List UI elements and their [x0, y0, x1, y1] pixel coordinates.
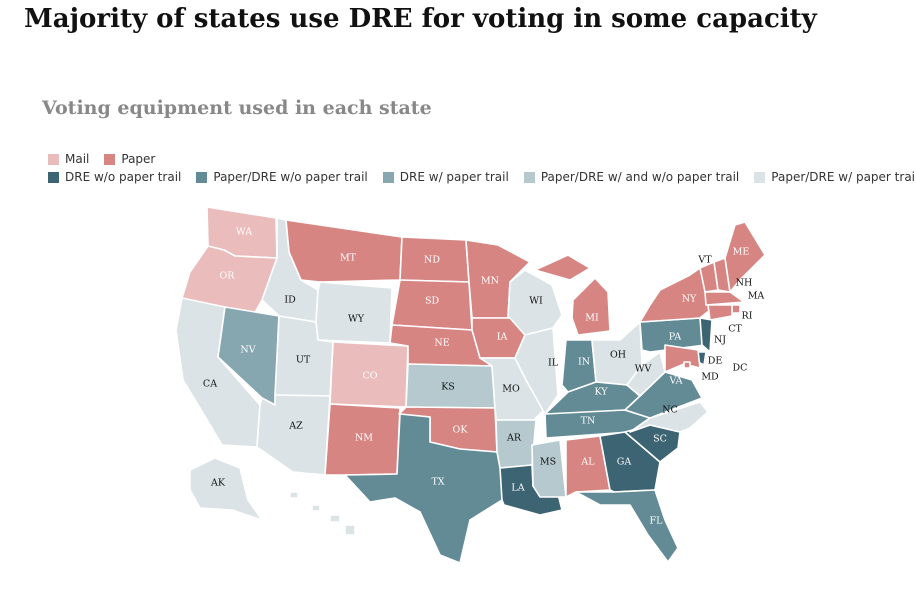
state-label-wv: WV — [635, 364, 652, 375]
state-label-ky: KY — [594, 387, 608, 398]
state-dc[interactable] — [683, 361, 691, 369]
state-label-ar: AR — [506, 433, 522, 444]
legend-label: Paper/DRE w/ and w/o paper trail — [540, 170, 740, 184]
state-label-or: OR — [220, 271, 236, 282]
state-label-ca: CA — [203, 379, 217, 390]
legend-item-pdre_wo: Paper/DRE w/o paper trail — [196, 170, 368, 184]
state-label-ut: UT — [296, 355, 311, 366]
state-label-sd: SD — [425, 296, 440, 307]
legend-row: Mail Paper — [48, 150, 916, 168]
legend: Mail Paper DRE w/o paper trail Paper/DRE w/… — [48, 150, 916, 186]
state-label-ga: GA — [617, 457, 632, 468]
state-label-tx: TX — [431, 477, 444, 488]
state-fl[interactable] — [575, 489, 679, 563]
state-label-ok: OK — [453, 425, 469, 436]
chart-subtitle: Voting equipment used in each state — [42, 97, 432, 119]
state-label-ny: NY — [682, 294, 697, 305]
state-al[interactable] — [565, 435, 611, 498]
legend-swatch — [104, 153, 116, 165]
state-label-ms: MS — [540, 457, 556, 468]
legend-item-pdre_wwo: Paper/DRE w/ and w/o paper trail — [523, 170, 740, 184]
state-label-dc: DC — [733, 363, 748, 374]
state-label-de: DE — [708, 356, 723, 367]
state-label-pa: PA — [669, 332, 682, 343]
state-nj[interactable] — [699, 317, 713, 353]
legend-label: DRE w/o paper trail — [65, 170, 182, 184]
state-label-mn: MN — [481, 276, 499, 287]
state-label-in: IN — [578, 357, 590, 368]
state-label-id: ID — [284, 295, 296, 306]
state-ar[interactable] — [495, 419, 537, 469]
state-wy[interactable] — [315, 281, 393, 344]
state-az[interactable] — [256, 394, 331, 476]
state-label-nv: NV — [240, 345, 255, 356]
state-label-wi: WI — [529, 296, 543, 307]
state-ma[interactable] — [704, 291, 745, 306]
state-hi[interactable] — [289, 491, 356, 536]
state-label-la: LA — [511, 483, 524, 494]
legend-label: DRE w/ paper trail — [399, 170, 509, 184]
state-wv[interactable] — [626, 351, 666, 397]
legend-swatch — [754, 171, 766, 183]
state-md[interactable] — [664, 344, 701, 373]
state-label-nm: NM — [355, 433, 373, 444]
legend-swatch — [196, 171, 208, 183]
state-label-mt: MT — [340, 253, 357, 264]
state-label-ne: NE — [434, 338, 449, 349]
state-tx[interactable] — [344, 413, 505, 564]
state-label-sc: SC — [653, 434, 667, 445]
state-label-va: VA — [668, 376, 682, 387]
state-label-ct: CT — [728, 324, 742, 335]
state-label-co: CO — [362, 371, 377, 382]
legend-swatch — [523, 171, 535, 183]
states-layer — [175, 206, 766, 564]
state-label-nc: NC — [662, 405, 678, 416]
state-mi[interactable] — [534, 254, 611, 336]
legend-swatch — [48, 153, 59, 165]
legend-label: Paper/DRE w/ paper trail — [771, 170, 916, 184]
state-label-me: ME — [733, 247, 750, 258]
state-label-mi: MI — [585, 313, 599, 324]
state-label-ia: IA — [497, 332, 508, 343]
state-label-wa: WA — [236, 227, 252, 238]
state-label-md: MD — [701, 372, 719, 383]
legend-label: Mail — [65, 152, 90, 166]
legend-item-dre_wo: DRE w/o paper trail — [48, 170, 181, 184]
legend-swatch — [382, 171, 394, 183]
legend-swatch — [48, 171, 59, 183]
state-label-az: AZ — [288, 421, 303, 432]
legend-row: DRE w/o paper trail Paper/DRE w/o paper t… — [48, 168, 916, 186]
state-label-nd: ND — [424, 255, 440, 266]
state-label-vt: VT — [697, 255, 712, 266]
legend-item-mail: Mail — [48, 152, 89, 166]
state-ms[interactable] — [531, 439, 567, 498]
state-label-ri: RI — [742, 311, 753, 322]
state-ri[interactable] — [731, 304, 741, 314]
legend-item-paper: Paper — [104, 152, 155, 166]
state-label-il: IL — [548, 358, 559, 369]
chart-title: Majority of states use DRE for voting in… — [24, 4, 817, 34]
legend-label: Paper/DRE w/o paper trail — [213, 170, 368, 184]
state-label-fl: FL — [650, 516, 664, 527]
state-label-al: AL — [580, 457, 595, 468]
state-label-nh: NH — [736, 278, 753, 289]
legend-item-dre_w: DRE w/ paper trail — [382, 170, 509, 184]
state-label-ks: KS — [441, 382, 455, 393]
state-label-nj: NJ — [714, 335, 726, 346]
labels-layer: WA OR CO CA NV ID MT WY UT AZ NM ND SD NE KS OK TX MN IA MO… — [203, 227, 765, 527]
state-label-mo: MO — [502, 384, 520, 395]
legend-item-pdre_w: Paper/DRE w/ paper trail — [754, 170, 916, 184]
state-mt[interactable] — [285, 219, 403, 283]
state-label-tn: TN — [581, 416, 596, 427]
state-ny[interactable] — [639, 267, 711, 323]
state-label-wy: WY — [348, 314, 365, 325]
state-label-ma: MA — [748, 291, 765, 302]
state-ct[interactable] — [707, 304, 733, 321]
state-label-ak: AK — [210, 478, 226, 489]
legend-label: Paper — [121, 152, 156, 166]
state-ak[interactable] — [189, 457, 263, 521]
state-label-oh: OH — [610, 350, 626, 361]
